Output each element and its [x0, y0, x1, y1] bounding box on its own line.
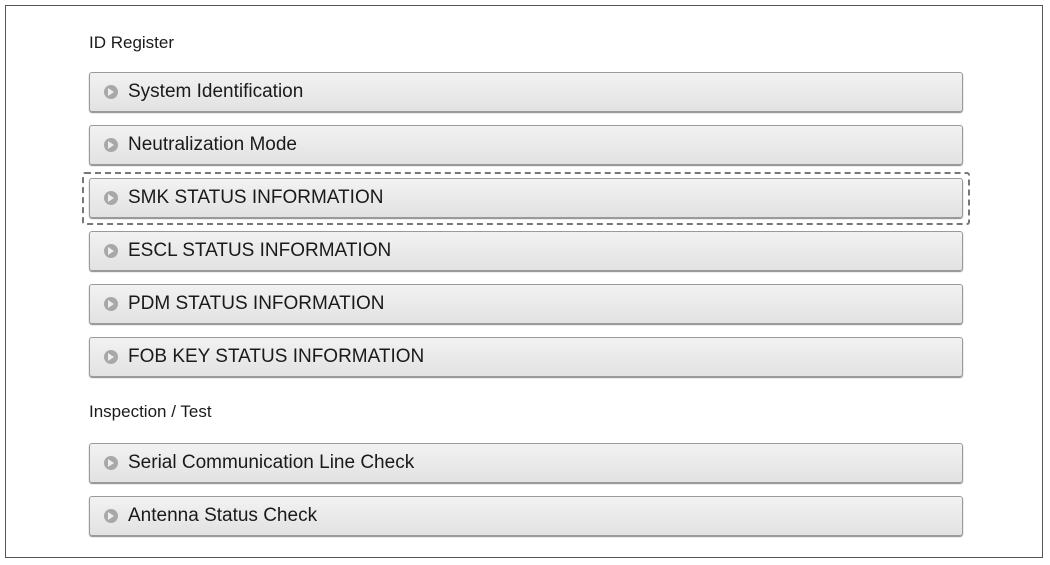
menu-item-label: ESCL STATUS INFORMATION: [128, 240, 392, 261]
arrow-right-circle-icon: [104, 85, 118, 99]
arrow-right-circle-icon: [104, 138, 118, 152]
panel-frame: [5, 5, 1043, 558]
arrow-right-circle-icon: [104, 297, 118, 311]
menu-item-label: System Identification: [128, 81, 304, 102]
highlight-outline: [82, 172, 970, 225]
menu-item-pdm-status-information[interactable]: PDM STATUS INFORMATION: [89, 284, 963, 324]
menu-item-escl-status-information[interactable]: ESCL STATUS INFORMATION: [89, 231, 963, 271]
section-title-id-register: ID Register: [89, 33, 175, 52]
arrow-right-circle-icon: [104, 191, 118, 205]
menu-item-smk-status-information[interactable]: SMK STATUS INFORMATION: [89, 178, 963, 218]
menu-item-label: Serial Communication Line Check: [128, 452, 415, 473]
menu-item-label: PDM STATUS INFORMATION: [128, 293, 385, 314]
menu-item-neutralization-mode[interactable]: Neutralization Mode: [89, 125, 963, 165]
menu-item-system-identification[interactable]: System Identification: [89, 72, 963, 112]
menu-item-label: SMK STATUS INFORMATION: [128, 187, 384, 208]
menu-item-label: Antenna Status Check: [128, 505, 318, 526]
arrow-right-circle-icon: [104, 456, 118, 470]
menu-item-fob-key-status-information[interactable]: FOB KEY STATUS INFORMATION: [89, 337, 963, 377]
arrow-right-circle-icon: [104, 350, 118, 364]
menu-item-label: FOB KEY STATUS INFORMATION: [128, 346, 425, 367]
menu-item-serial-communication-line-check[interactable]: Serial Communication Line Check: [89, 443, 963, 483]
section-title-inspection-test: Inspection / Test: [89, 402, 212, 421]
arrow-right-circle-icon: [104, 244, 118, 258]
menu-item-antenna-status-check[interactable]: Antenna Status Check: [89, 496, 963, 536]
menu-item-label: Neutralization Mode: [128, 134, 297, 155]
arrow-right-circle-icon: [104, 509, 118, 523]
